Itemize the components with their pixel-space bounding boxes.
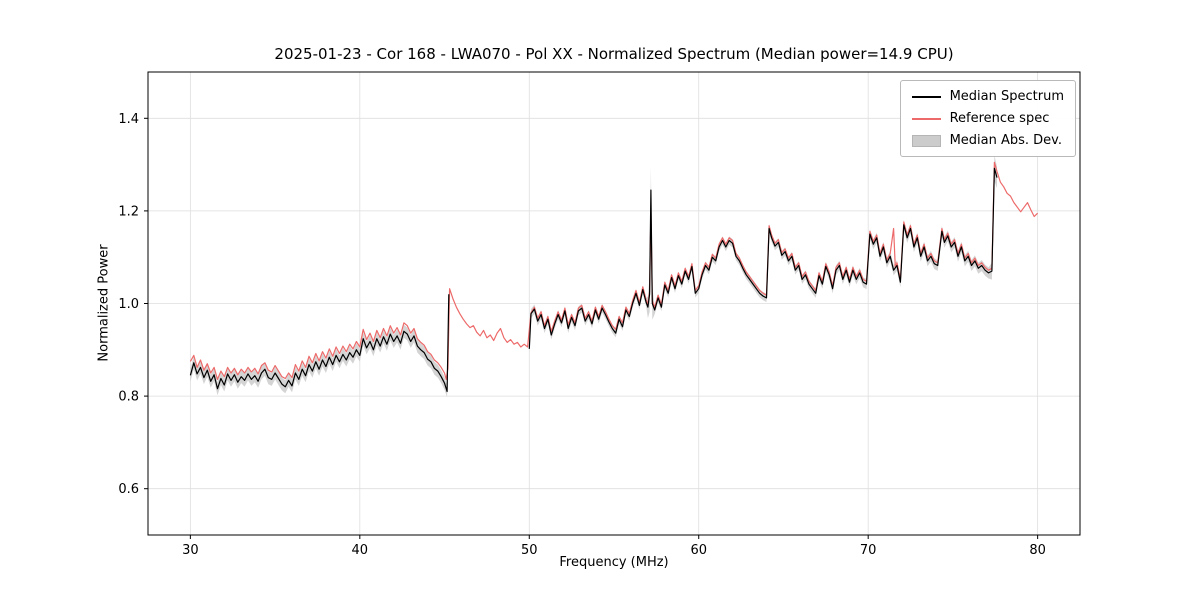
y-axis-label: Normalized Power <box>96 244 112 362</box>
chart-title: 2025-01-23 - Cor 168 - LWA070 - Pol XX -… <box>274 45 954 63</box>
x-tick-label: 50 <box>521 543 538 558</box>
reference-line-swatch <box>911 117 941 120</box>
y-tick-label: 1.2 <box>118 204 139 219</box>
tick-marks <box>144 117 1039 539</box>
x-tick-label: 40 <box>352 543 369 558</box>
y-tick-label: 1.4 <box>118 112 139 127</box>
tick-labels: 30 40 50 60 70 80 0.6 0.8 1.0 1.2 1.4 <box>118 112 1046 558</box>
legend-label-median-abs-dev: Median Abs. Dev. <box>949 133 1063 148</box>
legend-item-reference-spec: Reference spec <box>911 111 1064 126</box>
mad-band-swatch <box>911 134 941 147</box>
median-spectrum-line <box>189 167 998 393</box>
median-line-swatch <box>911 95 941 98</box>
x-tick-label: 60 <box>690 543 707 558</box>
x-tick-label: 70 <box>860 543 877 558</box>
legend-item-median-abs-dev: Median Abs. Dev. <box>911 133 1064 148</box>
x-tick-label: 80 <box>1029 543 1046 558</box>
y-tick-label: 0.6 <box>118 482 139 497</box>
legend: Median Spectrum Reference spec Median Ab… <box>899 80 1076 157</box>
x-tick-label: 30 <box>182 543 199 558</box>
y-tick-label: 0.8 <box>118 390 139 405</box>
y-tick-label: 1.0 <box>118 297 139 312</box>
legend-label-median-spectrum: Median Spectrum <box>949 89 1064 104</box>
legend-item-median-spectrum: Median Spectrum <box>911 89 1064 104</box>
reference-spec-line <box>189 161 1039 380</box>
legend-label-reference-spec: Reference spec <box>949 111 1050 126</box>
x-axis-label: Frequency (MHz) <box>559 555 669 570</box>
